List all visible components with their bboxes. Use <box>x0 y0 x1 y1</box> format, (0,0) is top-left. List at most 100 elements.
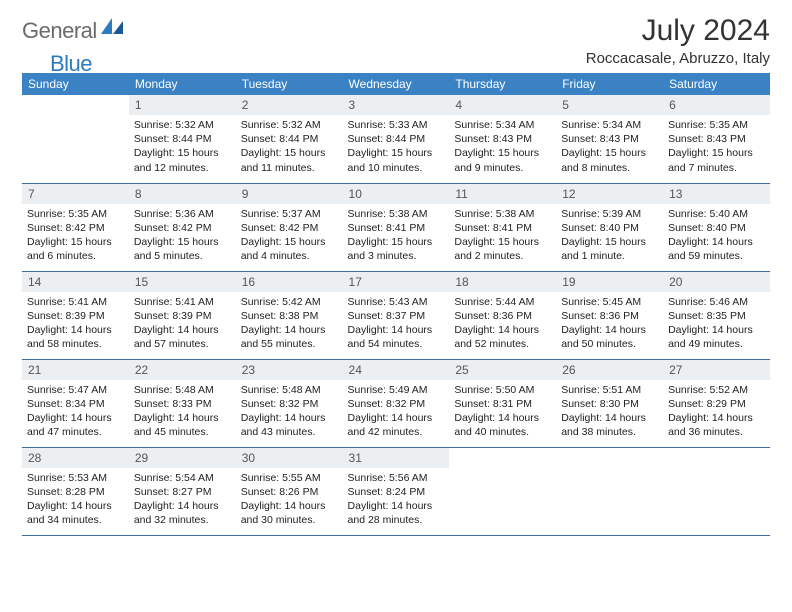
day-number: 16 <box>236 272 343 292</box>
day-number: 13 <box>663 184 770 204</box>
calendar-cell: 25Sunrise: 5:50 AMSunset: 8:31 PMDayligh… <box>449 359 556 447</box>
calendar-cell: 19Sunrise: 5:45 AMSunset: 8:36 PMDayligh… <box>556 271 663 359</box>
day-number: 4 <box>449 95 556 115</box>
calendar-cell: 21Sunrise: 5:47 AMSunset: 8:34 PMDayligh… <box>22 359 129 447</box>
day-number: 28 <box>22 448 129 468</box>
calendar-cell: 10Sunrise: 5:38 AMSunset: 8:41 PMDayligh… <box>343 183 450 271</box>
page: General July 2024 Roccacasale, Abruzzo, … <box>0 0 792 536</box>
day-details: Sunrise: 5:40 AMSunset: 8:40 PMDaylight:… <box>663 204 770 267</box>
logo-text-2: Blue <box>50 51 92 77</box>
day-number: 10 <box>343 184 450 204</box>
weekday-header: Wednesday <box>343 73 450 95</box>
day-number: 25 <box>449 360 556 380</box>
logo-sail-icon <box>101 18 123 41</box>
weekday-header: Thursday <box>449 73 556 95</box>
day-details: Sunrise: 5:47 AMSunset: 8:34 PMDaylight:… <box>22 380 129 443</box>
calendar-cell: 7Sunrise: 5:35 AMSunset: 8:42 PMDaylight… <box>22 183 129 271</box>
day-number: 27 <box>663 360 770 380</box>
calendar-cell: 29Sunrise: 5:54 AMSunset: 8:27 PMDayligh… <box>129 447 236 535</box>
day-number: 15 <box>129 272 236 292</box>
day-details: Sunrise: 5:49 AMSunset: 8:32 PMDaylight:… <box>343 380 450 443</box>
day-details: Sunrise: 5:50 AMSunset: 8:31 PMDaylight:… <box>449 380 556 443</box>
day-details: Sunrise: 5:44 AMSunset: 8:36 PMDaylight:… <box>449 292 556 355</box>
day-number: 17 <box>343 272 450 292</box>
day-number: 8 <box>129 184 236 204</box>
calendar-cell <box>449 447 556 535</box>
day-number: 20 <box>663 272 770 292</box>
day-details: Sunrise: 5:41 AMSunset: 8:39 PMDaylight:… <box>129 292 236 355</box>
day-number: 31 <box>343 448 450 468</box>
calendar-cell: 5Sunrise: 5:34 AMSunset: 8:43 PMDaylight… <box>556 95 663 183</box>
day-details: Sunrise: 5:39 AMSunset: 8:40 PMDaylight:… <box>556 204 663 267</box>
calendar-table: SundayMondayTuesdayWednesdayThursdayFrid… <box>22 73 770 536</box>
day-number: 18 <box>449 272 556 292</box>
day-number: 9 <box>236 184 343 204</box>
day-number: 21 <box>22 360 129 380</box>
calendar-cell: 8Sunrise: 5:36 AMSunset: 8:42 PMDaylight… <box>129 183 236 271</box>
day-details: Sunrise: 5:38 AMSunset: 8:41 PMDaylight:… <box>343 204 450 267</box>
day-details: Sunrise: 5:35 AMSunset: 8:43 PMDaylight:… <box>663 115 770 178</box>
calendar-cell: 14Sunrise: 5:41 AMSunset: 8:39 PMDayligh… <box>22 271 129 359</box>
day-number: 3 <box>343 95 450 115</box>
weekday-header: Tuesday <box>236 73 343 95</box>
calendar-cell: 27Sunrise: 5:52 AMSunset: 8:29 PMDayligh… <box>663 359 770 447</box>
weekday-header: Monday <box>129 73 236 95</box>
calendar-row: 1Sunrise: 5:32 AMSunset: 8:44 PMDaylight… <box>22 95 770 183</box>
day-number: 30 <box>236 448 343 468</box>
month-title: July 2024 <box>586 14 770 48</box>
calendar-row: 14Sunrise: 5:41 AMSunset: 8:39 PMDayligh… <box>22 271 770 359</box>
calendar-cell: 4Sunrise: 5:34 AMSunset: 8:43 PMDaylight… <box>449 95 556 183</box>
calendar-cell: 22Sunrise: 5:48 AMSunset: 8:33 PMDayligh… <box>129 359 236 447</box>
day-number: 1 <box>129 95 236 115</box>
calendar-body: 1Sunrise: 5:32 AMSunset: 8:44 PMDaylight… <box>22 95 770 535</box>
day-details: Sunrise: 5:37 AMSunset: 8:42 PMDaylight:… <box>236 204 343 267</box>
calendar-row: 28Sunrise: 5:53 AMSunset: 8:28 PMDayligh… <box>22 447 770 535</box>
calendar-cell: 31Sunrise: 5:56 AMSunset: 8:24 PMDayligh… <box>343 447 450 535</box>
calendar-cell: 2Sunrise: 5:32 AMSunset: 8:44 PMDaylight… <box>236 95 343 183</box>
day-details: Sunrise: 5:54 AMSunset: 8:27 PMDaylight:… <box>129 468 236 531</box>
calendar-cell: 23Sunrise: 5:48 AMSunset: 8:32 PMDayligh… <box>236 359 343 447</box>
day-number: 7 <box>22 184 129 204</box>
logo: General <box>22 18 125 44</box>
calendar-cell: 9Sunrise: 5:37 AMSunset: 8:42 PMDaylight… <box>236 183 343 271</box>
day-number: 24 <box>343 360 450 380</box>
day-details: Sunrise: 5:34 AMSunset: 8:43 PMDaylight:… <box>556 115 663 178</box>
calendar-head: SundayMondayTuesdayWednesdayThursdayFrid… <box>22 73 770 95</box>
calendar-cell: 6Sunrise: 5:35 AMSunset: 8:43 PMDaylight… <box>663 95 770 183</box>
day-details: Sunrise: 5:32 AMSunset: 8:44 PMDaylight:… <box>236 115 343 178</box>
calendar-cell: 11Sunrise: 5:38 AMSunset: 8:41 PMDayligh… <box>449 183 556 271</box>
day-details: Sunrise: 5:43 AMSunset: 8:37 PMDaylight:… <box>343 292 450 355</box>
weekday-header: Friday <box>556 73 663 95</box>
day-number: 23 <box>236 360 343 380</box>
day-details: Sunrise: 5:48 AMSunset: 8:32 PMDaylight:… <box>236 380 343 443</box>
calendar-cell <box>556 447 663 535</box>
day-details: Sunrise: 5:38 AMSunset: 8:41 PMDaylight:… <box>449 204 556 267</box>
day-number: 6 <box>663 95 770 115</box>
calendar-cell: 17Sunrise: 5:43 AMSunset: 8:37 PMDayligh… <box>343 271 450 359</box>
day-number: 29 <box>129 448 236 468</box>
day-details: Sunrise: 5:32 AMSunset: 8:44 PMDaylight:… <box>129 115 236 178</box>
calendar-cell: 16Sunrise: 5:42 AMSunset: 8:38 PMDayligh… <box>236 271 343 359</box>
day-details: Sunrise: 5:48 AMSunset: 8:33 PMDaylight:… <box>129 380 236 443</box>
calendar-row: 7Sunrise: 5:35 AMSunset: 8:42 PMDaylight… <box>22 183 770 271</box>
calendar-cell: 30Sunrise: 5:55 AMSunset: 8:26 PMDayligh… <box>236 447 343 535</box>
day-details: Sunrise: 5:33 AMSunset: 8:44 PMDaylight:… <box>343 115 450 178</box>
day-details: Sunrise: 5:53 AMSunset: 8:28 PMDaylight:… <box>22 468 129 531</box>
calendar-cell: 1Sunrise: 5:32 AMSunset: 8:44 PMDaylight… <box>129 95 236 183</box>
day-number: 12 <box>556 184 663 204</box>
calendar-cell: 3Sunrise: 5:33 AMSunset: 8:44 PMDaylight… <box>343 95 450 183</box>
calendar-cell: 24Sunrise: 5:49 AMSunset: 8:32 PMDayligh… <box>343 359 450 447</box>
day-number: 26 <box>556 360 663 380</box>
calendar-cell: 26Sunrise: 5:51 AMSunset: 8:30 PMDayligh… <box>556 359 663 447</box>
day-number: 5 <box>556 95 663 115</box>
day-details: Sunrise: 5:51 AMSunset: 8:30 PMDaylight:… <box>556 380 663 443</box>
calendar-cell <box>663 447 770 535</box>
logo-text-1: General <box>22 18 97 44</box>
day-number: 2 <box>236 95 343 115</box>
day-details: Sunrise: 5:56 AMSunset: 8:24 PMDaylight:… <box>343 468 450 531</box>
weekday-header: Saturday <box>663 73 770 95</box>
calendar-cell: 15Sunrise: 5:41 AMSunset: 8:39 PMDayligh… <box>129 271 236 359</box>
calendar-cell: 13Sunrise: 5:40 AMSunset: 8:40 PMDayligh… <box>663 183 770 271</box>
calendar-row: 21Sunrise: 5:47 AMSunset: 8:34 PMDayligh… <box>22 359 770 447</box>
day-details: Sunrise: 5:55 AMSunset: 8:26 PMDaylight:… <box>236 468 343 531</box>
